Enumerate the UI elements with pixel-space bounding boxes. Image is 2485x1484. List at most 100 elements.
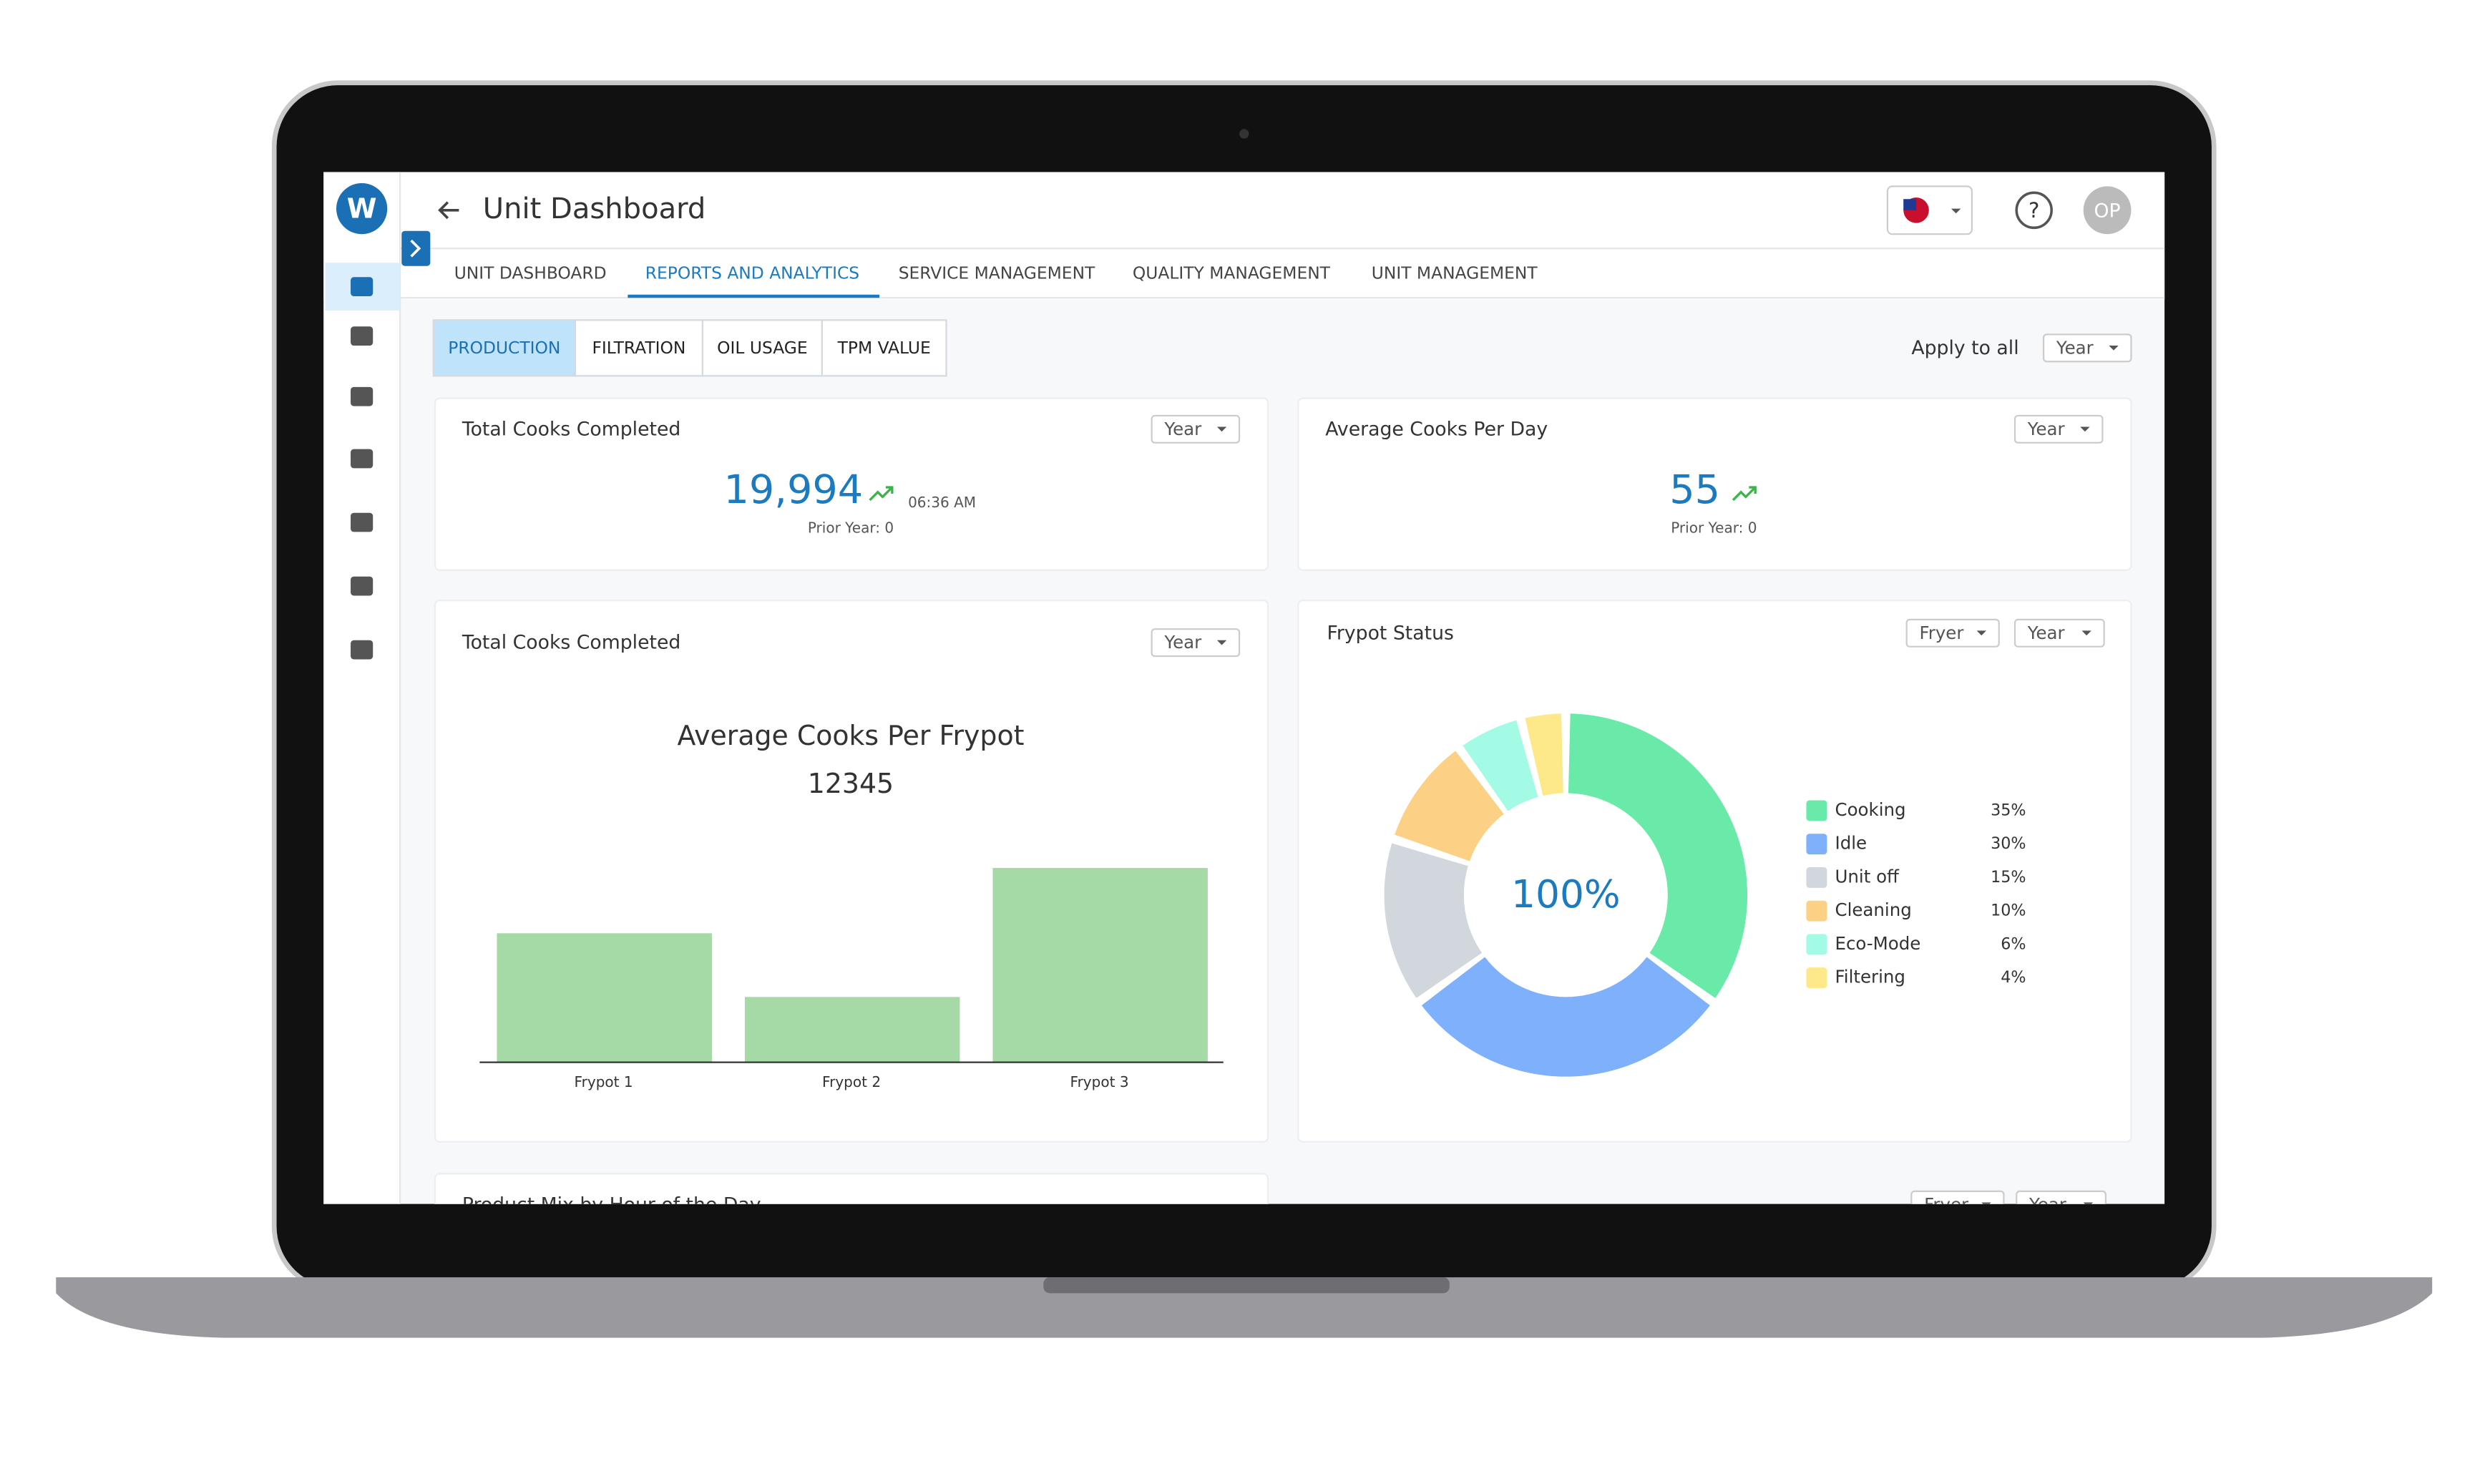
legend-label: Cleaning bbox=[1835, 899, 1912, 920]
legend-swatch bbox=[1806, 800, 1827, 821]
subtab-label: OIL USAGE bbox=[717, 338, 808, 358]
select[interactable] bbox=[1910, 1190, 2005, 1219]
donut-segment bbox=[1463, 720, 1538, 811]
nav-tab[interactable]: REPORTS AND ANALYTICS bbox=[645, 263, 859, 283]
logo bbox=[336, 182, 388, 235]
x-tick-label: Frypot 1 bbox=[575, 1073, 633, 1090]
avatar[interactable] bbox=[2083, 186, 2132, 235]
card-title: Product Mix by Hour of the Day bbox=[462, 1193, 761, 1216]
select-label: Fryer bbox=[1924, 1194, 1969, 1215]
select-label: Fryer bbox=[1919, 623, 1964, 643]
select[interactable] bbox=[2042, 333, 2132, 363]
legend-swatch bbox=[1806, 967, 1827, 989]
legend-value: 30% bbox=[1991, 834, 2026, 853]
select[interactable] bbox=[2013, 618, 2105, 648]
legend-label: Eco-Mode bbox=[1835, 933, 1921, 954]
top-bar bbox=[323, 172, 2165, 300]
caret bbox=[2109, 346, 2119, 351]
caret bbox=[1976, 630, 1986, 636]
nav-icon[interactable] bbox=[351, 576, 374, 596]
bar bbox=[497, 933, 712, 1063]
subtab-label: PRODUCTION bbox=[448, 338, 560, 358]
card-title: Average Cooks Per Day bbox=[1325, 418, 1548, 440]
card-title: Total Cooks Completed bbox=[462, 418, 680, 440]
card-title: Frypot Status bbox=[1327, 622, 1453, 644]
subtab[interactable] bbox=[821, 319, 947, 377]
trend-icon bbox=[869, 486, 894, 502]
donut-segment bbox=[1568, 713, 1748, 998]
caret bbox=[2080, 426, 2090, 432]
subtab-label: TPM VALUE bbox=[837, 338, 931, 358]
kpi-prior: Prior Year: 0 bbox=[1671, 519, 1757, 536]
nav-tab[interactable]: QUALITY MANAGEMENT bbox=[1133, 263, 1331, 283]
chart-title: Average Cooks Per Frypot bbox=[677, 720, 1024, 751]
card bbox=[1297, 397, 2132, 571]
nav-icon[interactable] bbox=[351, 512, 374, 532]
bar bbox=[744, 997, 960, 1063]
x-tick-label: Frypot 2 bbox=[822, 1073, 881, 1090]
tab-underline bbox=[628, 294, 880, 298]
select[interactable] bbox=[2013, 414, 2104, 444]
select[interactable] bbox=[1151, 414, 1241, 444]
donut-segment bbox=[1384, 843, 1483, 998]
nav-icon[interactable] bbox=[351, 640, 374, 660]
select-label: Year bbox=[2028, 1194, 2067, 1215]
select[interactable] bbox=[1905, 618, 2000, 648]
subtab-label: FILTRATION bbox=[592, 338, 685, 358]
caret bbox=[2083, 1202, 2094, 1204]
kpi-value: 19,994 bbox=[724, 467, 864, 513]
nav-tab[interactable]: UNIT DASHBOARD bbox=[454, 263, 607, 283]
select[interactable] bbox=[1151, 628, 1241, 658]
nav-icon[interactable] bbox=[351, 326, 374, 346]
select-label: Year bbox=[1163, 632, 1202, 653]
select-label: Year bbox=[2027, 419, 2066, 439]
nav-icon[interactable] bbox=[351, 277, 374, 296]
kpi-value: 55 bbox=[1669, 467, 1720, 513]
subtab[interactable] bbox=[701, 319, 823, 377]
nav-icon[interactable] bbox=[351, 386, 374, 406]
card-title: Total Cooks Completed bbox=[462, 632, 680, 654]
legend-swatch bbox=[1806, 934, 1827, 955]
kpi-prior: Prior Year: 0 bbox=[808, 519, 894, 536]
flag-canton bbox=[1903, 199, 1917, 210]
select[interactable] bbox=[2016, 1190, 2106, 1219]
caret bbox=[2081, 630, 2091, 636]
card bbox=[434, 397, 1269, 571]
trend-icon bbox=[1732, 486, 1757, 502]
donut-segment bbox=[1525, 713, 1563, 796]
sidebar-toggle[interactable] bbox=[401, 230, 431, 266]
nav-tab[interactable]: SERVICE MANAGEMENT bbox=[899, 263, 1095, 283]
legend-label: Idle bbox=[1835, 833, 1868, 854]
nav-tab[interactable]: UNIT MANAGEMENT bbox=[1372, 263, 1538, 283]
legend-value: 6% bbox=[2001, 934, 2026, 953]
bar bbox=[992, 868, 1208, 1063]
nav-icon[interactable] bbox=[351, 449, 374, 469]
avatar-initials: OP bbox=[2094, 200, 2121, 223]
card bbox=[434, 1173, 1269, 1204]
help-mark: ? bbox=[2028, 198, 2039, 223]
legend-value: 35% bbox=[1991, 801, 2026, 819]
caret bbox=[1216, 640, 1227, 645]
back-arrow[interactable] bbox=[438, 201, 459, 220]
legend-label: Cooking bbox=[1835, 799, 1906, 820]
toggle-chevron bbox=[410, 239, 421, 258]
legend-value: 4% bbox=[2001, 968, 2026, 987]
legend-swatch bbox=[1806, 834, 1827, 855]
camera bbox=[1239, 129, 1249, 139]
laptop-notch bbox=[1043, 1277, 1450, 1294]
caret bbox=[1981, 1202, 1991, 1204]
donut-center: 100% bbox=[1511, 872, 1621, 917]
chart-subtitle: 12345 bbox=[808, 768, 894, 799]
legend-swatch bbox=[1806, 900, 1827, 922]
screen: W Unit Dashboard? OP UNIT DASHBOARD REPORTS … bbox=[323, 172, 2165, 1219]
subtab[interactable] bbox=[432, 319, 576, 377]
help[interactable] bbox=[2015, 191, 2053, 230]
language-select[interactable] bbox=[1886, 185, 1973, 235]
subtab[interactable] bbox=[574, 319, 704, 377]
x-tick-label: Frypot 3 bbox=[1070, 1073, 1129, 1090]
select-label: Year bbox=[1163, 419, 1202, 439]
legend-label: Unit off bbox=[1835, 866, 1900, 887]
donut-segment bbox=[1421, 957, 1710, 1077]
